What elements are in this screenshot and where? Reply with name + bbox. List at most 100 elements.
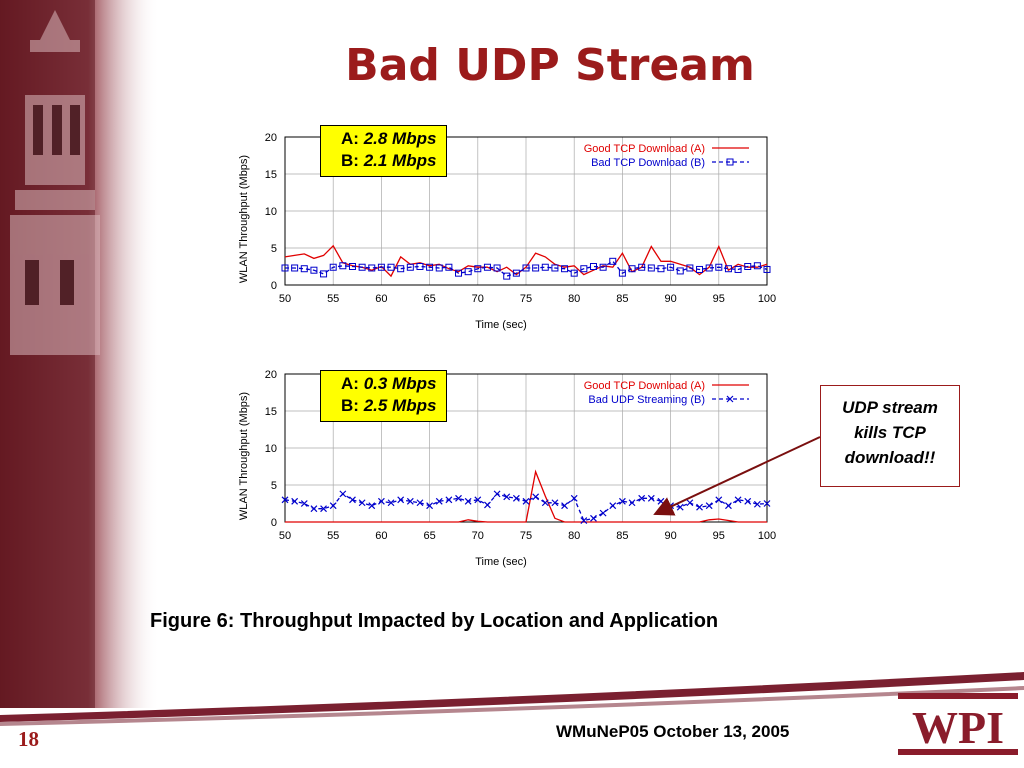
data-point xyxy=(561,265,569,273)
rate-b-value: 2.5 Mbps xyxy=(363,396,437,415)
data-point xyxy=(503,272,511,280)
data-point xyxy=(705,264,713,272)
data-point xyxy=(339,262,347,270)
legend-marker xyxy=(726,395,734,403)
data-point xyxy=(667,263,675,271)
data-point xyxy=(561,502,568,510)
data-point xyxy=(551,499,559,507)
data-point xyxy=(300,265,308,273)
data-point xyxy=(310,505,318,513)
y-tick-label: 5 xyxy=(271,480,277,492)
data-point xyxy=(445,263,453,271)
data-point xyxy=(281,264,289,272)
x-axis-label: Time (sec) xyxy=(475,319,527,331)
data-point xyxy=(628,265,636,273)
legend-label: Bad TCP Download (B) xyxy=(591,157,705,169)
data-point xyxy=(329,502,337,510)
data-point xyxy=(291,264,299,272)
x-tick-label: 60 xyxy=(375,530,387,542)
data-point xyxy=(609,502,617,510)
data-point xyxy=(368,502,376,510)
rate-a-value: 2.8 Mbps xyxy=(363,129,437,148)
x-axis-label: Time (sec) xyxy=(475,556,527,568)
data-point xyxy=(676,267,684,275)
data-point xyxy=(647,264,655,272)
data-point xyxy=(291,497,299,505)
x-tick-label: 60 xyxy=(375,293,387,305)
data-point xyxy=(493,490,501,498)
data-point xyxy=(734,265,742,273)
data-point xyxy=(377,263,385,271)
data-point xyxy=(696,503,703,511)
data-point xyxy=(349,496,356,504)
plot-frame xyxy=(284,136,768,286)
data-point xyxy=(339,490,347,498)
x-tick-label: 95 xyxy=(713,530,725,542)
x-tick-label: 80 xyxy=(568,530,580,542)
data-point xyxy=(532,493,540,501)
x-tick-label: 75 xyxy=(520,293,532,305)
data-point xyxy=(348,263,356,270)
data-point xyxy=(618,497,626,505)
data-point xyxy=(686,264,694,272)
data-point xyxy=(753,500,761,508)
data-point xyxy=(570,494,578,502)
data-point xyxy=(628,499,636,507)
data-point xyxy=(744,263,752,270)
data-point xyxy=(310,266,318,274)
data-point xyxy=(416,263,424,270)
data-point xyxy=(512,494,520,502)
data-point xyxy=(416,499,424,507)
y-tick-label: 10 xyxy=(265,206,277,218)
x-tick-label: 85 xyxy=(616,293,628,305)
y-tick-label: 0 xyxy=(271,280,277,292)
data-point xyxy=(358,499,366,507)
callout-line-3: download!! xyxy=(844,448,936,467)
data-point xyxy=(551,264,559,272)
data-point xyxy=(358,263,366,271)
data-point xyxy=(320,505,327,513)
data-point xyxy=(406,263,414,271)
data-point xyxy=(580,265,588,273)
data-point xyxy=(474,265,482,273)
data-point xyxy=(609,257,617,265)
y-tick-label: 20 xyxy=(265,369,277,381)
y-tick-label: 10 xyxy=(265,443,277,455)
data-point xyxy=(397,496,405,504)
data-point xyxy=(532,264,540,272)
data-point xyxy=(483,263,491,271)
rate-box-bottom: A: 0.3 Mbps B: 2.5 Mbps xyxy=(320,370,448,422)
data-point xyxy=(445,496,453,504)
data-point xyxy=(435,497,443,505)
data-point xyxy=(320,270,328,278)
data-point xyxy=(638,263,646,271)
data-point xyxy=(464,497,472,505)
data-point xyxy=(435,264,443,272)
figure-caption: Figure 6: Throughput Impacted by Locatio… xyxy=(150,610,719,632)
data-point xyxy=(590,514,597,522)
data-point xyxy=(686,499,694,507)
data-point xyxy=(281,496,289,504)
x-tick-label: 95 xyxy=(713,293,725,305)
rate-a-label: A: xyxy=(341,129,359,148)
data-point xyxy=(715,263,723,271)
callout-line-1: UDP stream xyxy=(842,398,938,417)
x-tick-label: 80 xyxy=(568,293,580,305)
data-point xyxy=(705,502,713,510)
data-point xyxy=(387,499,395,507)
rate-b-label: B: xyxy=(341,396,359,415)
data-point xyxy=(599,263,607,271)
data-point xyxy=(522,264,530,272)
legend-label: Good TCP Download (A) xyxy=(584,380,705,392)
x-tick-label: 55 xyxy=(327,293,339,305)
data-point xyxy=(589,263,597,270)
callout-line-2: kills TCP xyxy=(854,423,926,442)
data-point xyxy=(397,265,405,273)
x-tick-label: 65 xyxy=(423,530,435,542)
data-point xyxy=(387,263,395,271)
rate-a-label: A: xyxy=(341,374,359,393)
throughput-chart-tcp-vs-udp: 50 55 60 65 70 75 80 85 90 95 100 0 5 10 15 20 Time (sec… xyxy=(238,369,776,568)
x-tick-label: 70 xyxy=(472,293,484,305)
data-point xyxy=(455,494,462,502)
